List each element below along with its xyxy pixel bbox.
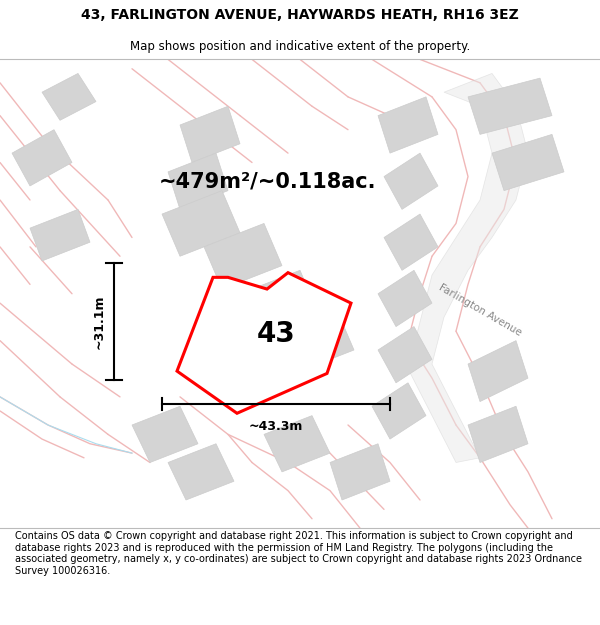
Polygon shape bbox=[30, 209, 90, 261]
Polygon shape bbox=[408, 73, 528, 462]
Polygon shape bbox=[468, 341, 528, 401]
Polygon shape bbox=[384, 153, 438, 209]
Polygon shape bbox=[240, 270, 318, 336]
Text: Map shows position and indicative extent of the property.: Map shows position and indicative extent… bbox=[130, 40, 470, 52]
Polygon shape bbox=[378, 270, 432, 326]
Polygon shape bbox=[12, 129, 72, 186]
Text: Contains OS data © Crown copyright and database right 2021. This information is : Contains OS data © Crown copyright and d… bbox=[15, 531, 582, 576]
Text: Farlington Avenue: Farlington Avenue bbox=[437, 282, 523, 338]
Polygon shape bbox=[330, 444, 390, 500]
Text: ~31.1m: ~31.1m bbox=[92, 294, 106, 349]
Polygon shape bbox=[492, 134, 564, 191]
Polygon shape bbox=[42, 73, 96, 120]
Polygon shape bbox=[468, 406, 528, 462]
Polygon shape bbox=[204, 223, 282, 289]
Polygon shape bbox=[276, 308, 354, 373]
Polygon shape bbox=[264, 416, 330, 472]
Polygon shape bbox=[378, 326, 432, 382]
Polygon shape bbox=[372, 382, 426, 439]
Text: ~43.3m: ~43.3m bbox=[249, 420, 303, 433]
Polygon shape bbox=[180, 106, 240, 162]
Polygon shape bbox=[384, 214, 438, 270]
Polygon shape bbox=[162, 191, 240, 256]
Text: 43: 43 bbox=[257, 319, 295, 348]
Polygon shape bbox=[168, 444, 234, 500]
Polygon shape bbox=[168, 153, 228, 209]
Polygon shape bbox=[132, 406, 198, 462]
Text: ~479m²/~0.118ac.: ~479m²/~0.118ac. bbox=[159, 171, 377, 191]
Polygon shape bbox=[468, 78, 552, 134]
Polygon shape bbox=[378, 97, 438, 153]
Polygon shape bbox=[177, 272, 351, 413]
Text: 43, FARLINGTON AVENUE, HAYWARDS HEATH, RH16 3EZ: 43, FARLINGTON AVENUE, HAYWARDS HEATH, R… bbox=[81, 8, 519, 22]
